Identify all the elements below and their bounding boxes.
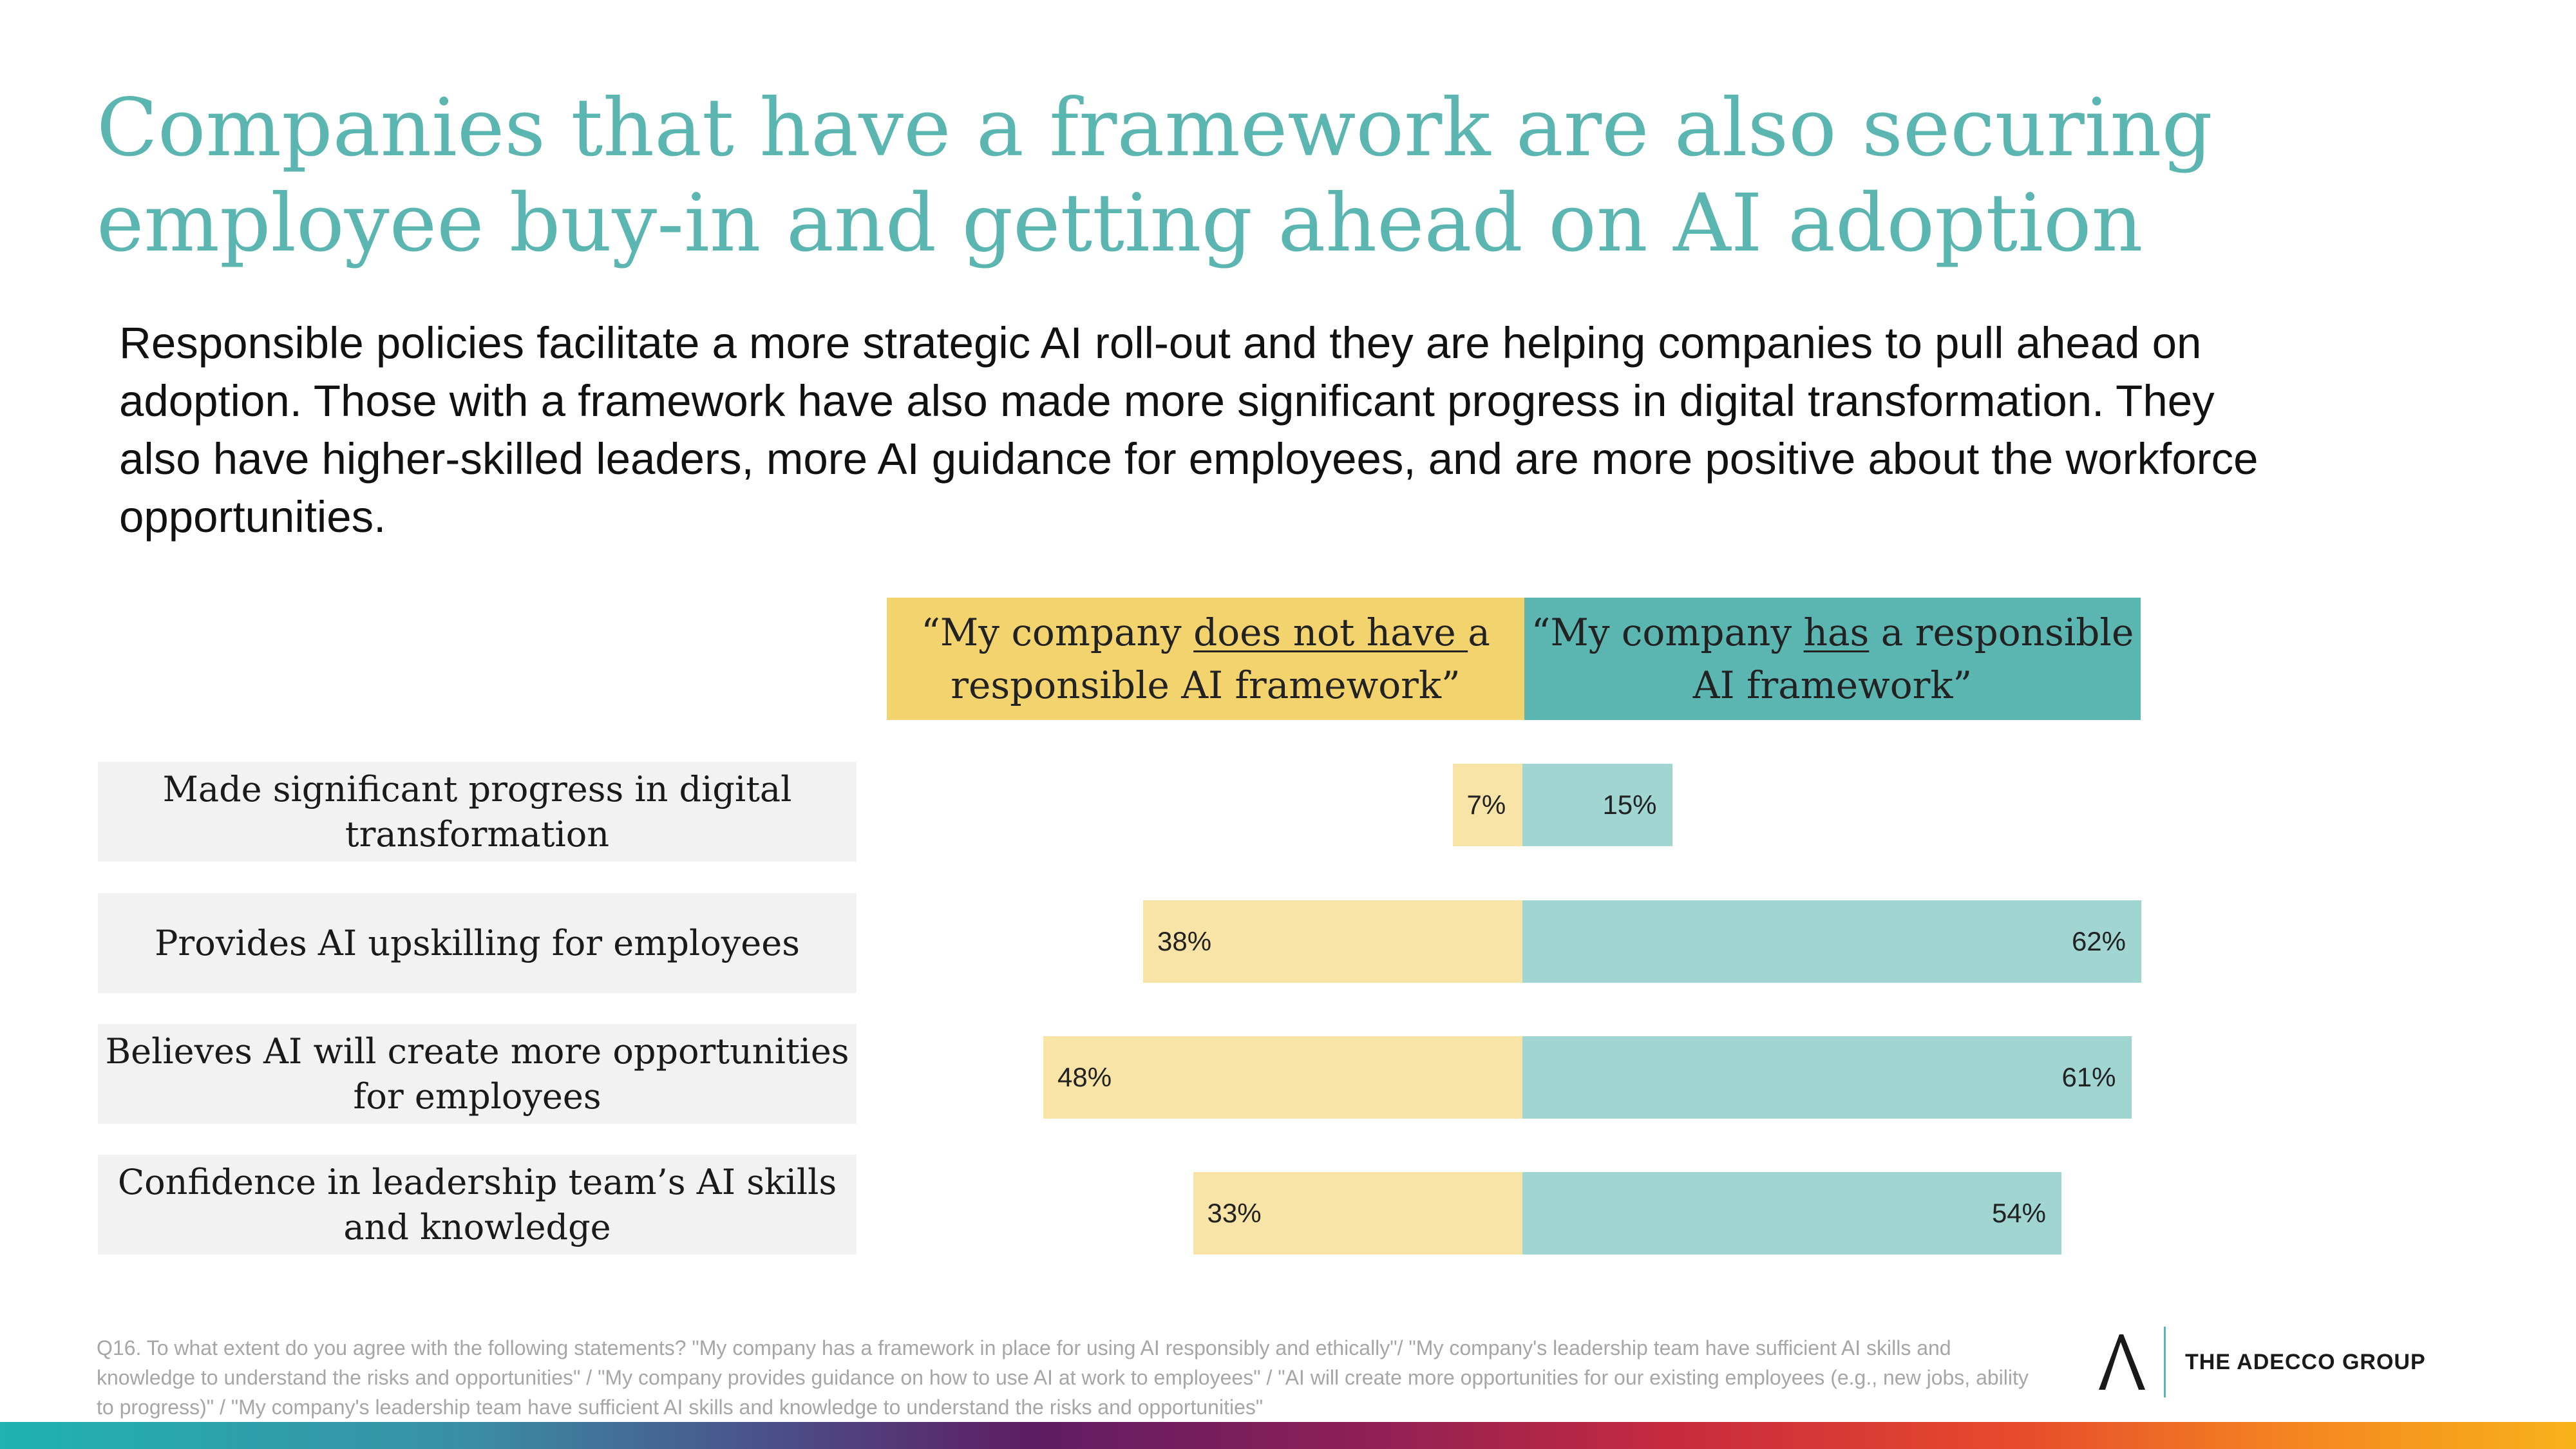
adecco-a-logo-icon	[2099, 1334, 2145, 1390]
gradient-footer-bar	[0, 1422, 2576, 1449]
page-subtitle: Responsible policies facilitate a more s…	[119, 318, 2259, 542]
header-no-framework: “My company does not have a responsible …	[887, 598, 1524, 720]
bar-has-framework-1	[1522, 900, 2141, 983]
row-label-digital-transformation: Made significant progress in digital tra…	[98, 762, 857, 862]
bar-no-framework-1	[1143, 900, 1522, 983]
bar-no-framework-2	[1043, 1036, 1522, 1119]
value-label-has-framework-1: 62%	[2071, 926, 2126, 956]
bar-no-framework-3	[1193, 1172, 1522, 1255]
value-label-no-framework-3: 33%	[1207, 1198, 1262, 1228]
value-label-has-framework-3: 54%	[1991, 1198, 2046, 1228]
row-label-ai-upskilling: Provides AI upskilling for employees	[98, 893, 857, 993]
footnote: Q16. To what extent do you agree with th…	[97, 1336, 2029, 1419]
brand-divider	[2164, 1327, 2166, 1397]
value-label-has-framework-0: 15%	[1602, 790, 1657, 820]
header-has-framework: “My company has a responsible AI framewo…	[1524, 598, 2141, 720]
brand-logo: THE ADECCO GROUP	[2096, 1327, 2426, 1397]
bar-no-framework-0	[1452, 764, 1522, 846]
row-label-leadership-confidence: Confidence in leadership team’s AI skill…	[98, 1155, 857, 1255]
brand-name: THE ADECCO GROUP	[2185, 1349, 2426, 1374]
value-label-has-framework-2: 61%	[2061, 1062, 2116, 1092]
row-label-more-opportunities: Believes AI will create more opportuniti…	[98, 1024, 857, 1124]
bar-has-framework-0	[1522, 764, 1672, 846]
value-label-no-framework-2: 48%	[1057, 1062, 1112, 1092]
bar-has-framework-2	[1522, 1036, 2132, 1119]
bar-has-framework-3	[1522, 1172, 2061, 1255]
value-label-no-framework-0: 7%	[1466, 790, 1506, 820]
page-title: Companies that have a framework are also…	[97, 82, 2213, 270]
value-label-no-framework-1: 38%	[1157, 926, 1212, 956]
